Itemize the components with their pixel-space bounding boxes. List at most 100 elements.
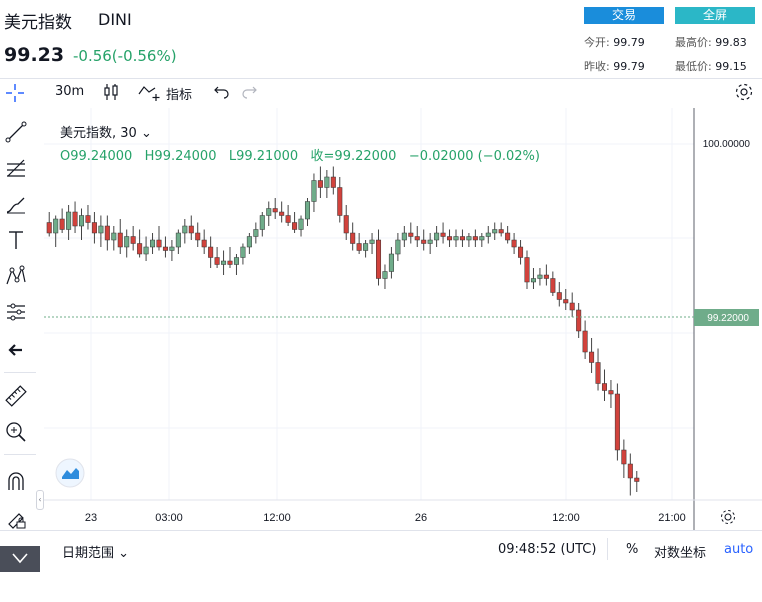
lock-drawing-icon[interactable] — [4, 506, 28, 530]
candle-body — [634, 477, 640, 482]
tool-divider — [4, 372, 36, 373]
candle-body — [175, 232, 181, 248]
candle-body — [72, 211, 78, 227]
trend-line-icon[interactable] — [4, 120, 28, 144]
candle-body — [169, 246, 175, 251]
candle-body — [601, 383, 607, 391]
candle-body — [627, 463, 633, 479]
undo-icon[interactable] — [213, 83, 231, 103]
chart-legend-title[interactable]: 美元指数, 30 ⌄ — [60, 126, 152, 141]
stat-low: 最低价: 99.15 — [675, 60, 747, 73]
candle-body — [150, 239, 156, 248]
hide-toolbar-handle[interactable]: ‹ — [36, 490, 44, 510]
candle-body — [143, 246, 149, 255]
fib-tool-icon[interactable] — [4, 156, 28, 180]
settings-gear-icon[interactable] — [733, 81, 755, 107]
candle-body — [466, 236, 472, 241]
candle-body — [130, 236, 136, 244]
candle-body — [214, 257, 220, 265]
tool-divider — [4, 454, 36, 455]
indicators-button[interactable]: 指标 — [166, 88, 193, 103]
candle-body — [530, 278, 536, 283]
time-settings-gear-icon — [721, 510, 735, 524]
interval-selector[interactable]: 30m — [55, 84, 85, 99]
candle-body — [79, 215, 85, 227]
last-price-box — [694, 309, 759, 326]
pattern-icon[interactable] — [4, 264, 28, 288]
candle-body — [292, 222, 298, 230]
candle-body — [104, 225, 110, 241]
candle-body — [608, 390, 614, 395]
candle-body — [311, 180, 317, 202]
candle-body — [498, 229, 504, 234]
redo-icon[interactable] — [240, 83, 258, 103]
candle-body — [459, 236, 465, 241]
price-chart[interactable]: 100.00000 99.22000 23 03:00 12:00 26 12:00 21… — [44, 108, 762, 530]
candle-body — [440, 232, 446, 237]
candle-body — [350, 232, 356, 244]
candle-body — [485, 232, 491, 237]
candle-body — [259, 215, 265, 230]
candle-body — [330, 176, 336, 188]
ruler-icon[interactable] — [4, 384, 28, 408]
fullscreen-button[interactable]: 全屏 — [675, 7, 755, 24]
y-axis-label-box — [696, 134, 760, 151]
candle-body — [46, 222, 52, 234]
candle-body — [614, 393, 620, 451]
candle-body — [356, 243, 362, 251]
brush-icon[interactable] — [4, 192, 28, 216]
candle-body — [253, 229, 259, 237]
text-tool-icon[interactable] — [4, 228, 28, 252]
candle-body — [188, 225, 194, 234]
candle-body — [111, 232, 117, 241]
zoom-in-icon[interactable] — [4, 420, 28, 444]
back-arrow-icon[interactable] — [4, 338, 28, 362]
candle-body — [388, 253, 394, 272]
trade-button[interactable]: 交易 — [584, 7, 664, 24]
x-tick-label: 23 — [85, 512, 97, 524]
candle-body — [298, 218, 304, 230]
candle-body — [343, 215, 349, 234]
indicators-icon[interactable] — [137, 82, 163, 106]
candle-body — [408, 232, 414, 237]
logo-badge-icon — [55, 458, 85, 488]
log-scale-toggle[interactable]: 对数坐标 — [654, 546, 707, 561]
toolbar-divider — [0, 78, 762, 79]
measure-lines-icon[interactable] — [4, 300, 28, 324]
candle-body — [434, 232, 440, 241]
candle-body — [337, 187, 343, 216]
candle-body — [395, 239, 401, 255]
candle-body — [563, 299, 569, 304]
candle-body — [537, 274, 543, 279]
candle-body — [272, 208, 278, 213]
crosshair-icon[interactable] — [4, 82, 26, 108]
candle-body — [324, 176, 330, 188]
collapse-toolbar-button[interactable] — [0, 546, 40, 572]
magnet-icon[interactable] — [4, 470, 28, 494]
candle-body — [518, 246, 524, 258]
candle-body — [550, 278, 556, 293]
candle-body — [124, 236, 130, 248]
candle-body — [201, 239, 207, 248]
candles-icon[interactable] — [103, 82, 119, 106]
candle-body — [621, 449, 627, 465]
auto-scale-toggle[interactable]: auto — [724, 542, 754, 557]
date-range-button[interactable]: 日期范围 ⌄ — [62, 546, 130, 561]
candle-body — [589, 351, 595, 363]
candle-body — [576, 309, 582, 332]
candle-body — [505, 232, 511, 241]
candle-body — [91, 222, 97, 234]
candle-body — [479, 236, 485, 241]
index-title: 美元指数 — [4, 13, 72, 33]
candle-body — [98, 225, 104, 234]
y-axis-label-100: 100.00000 — [703, 139, 751, 150]
utc-clock[interactable]: 09:48:52 (UTC) — [498, 542, 597, 557]
candle-body — [453, 236, 459, 241]
candle-body — [227, 260, 233, 265]
candle-body — [304, 201, 310, 220]
candle-body — [492, 229, 498, 234]
x-tick-label: 12:00 — [552, 512, 580, 524]
percent-toggle[interactable]: % — [626, 542, 639, 557]
bottom-bar — [0, 530, 762, 570]
candle-body — [524, 257, 530, 283]
